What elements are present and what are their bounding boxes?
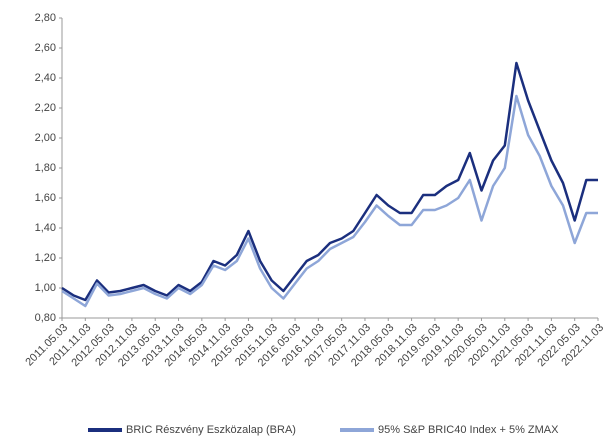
y-tick-label: 1,80 [35,162,56,174]
series-line [61,94,598,308]
y-tick-label: 0,80 [35,312,56,324]
y-tick-label: 1,60 [35,192,56,204]
series-line [61,61,598,302]
y-tick-label: 2,20 [35,102,56,114]
y-tick-label: 1,40 [35,222,56,234]
legend-label: BRIC Részvény Eszközalap (BRA) [126,424,296,436]
y-tick-label: 2,80 [35,12,56,24]
y-tick-label: 1,20 [35,252,56,264]
y-tick-label: 2,60 [35,42,56,54]
y-tick-label: 2,00 [35,132,56,144]
legend-label: 95% S&P BRIC40 Index + 5% ZMAX [378,424,559,436]
y-tick-label: 2,40 [35,72,56,84]
y-tick-label: 1,00 [35,282,56,294]
